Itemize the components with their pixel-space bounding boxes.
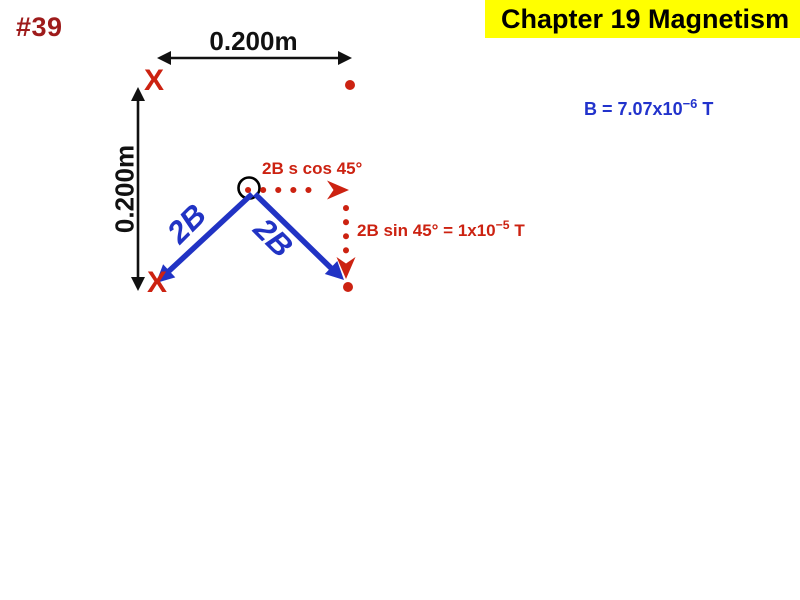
top-dimension-label: 0.200m [209, 26, 298, 56]
field-into-page-x-top-icon: X [143, 64, 164, 97]
title-banner: Chapter 19 Magnetism [485, 0, 800, 38]
left-dimension-label: 0.200m [109, 144, 140, 234]
vertical-component-label: 2B sin 45° = 1x10−5 T [357, 218, 525, 241]
vertical-component-exponent: −5 [495, 218, 510, 233]
field-into-page-x-bottom-icon: X [146, 266, 167, 299]
arrowhead-down-icon [131, 277, 145, 291]
horizontal-dimension-arrow [157, 51, 352, 65]
horizontal-component-arrow [245, 180, 349, 200]
problem-number: #39 [16, 12, 63, 42]
vertical-dimension-arrow [131, 87, 145, 291]
field-result-suffix: T [697, 99, 714, 119]
arrowhead-up-icon [131, 87, 145, 101]
field-out-dot-bottom [343, 282, 353, 292]
field-result-label: B = 7.07x10−6 T [584, 95, 714, 120]
field-result-base: B = 7.07x10 [584, 99, 683, 119]
blue-arrowhead-right-icon [324, 261, 344, 280]
blue-arrowhead-left-icon [156, 264, 176, 283]
right-field-vector-arrow [253, 192, 344, 280]
vertical-component-base: 2B sin 45° = 1x10 [357, 221, 496, 240]
arrowhead-left-icon [157, 51, 171, 65]
field-out-dot-top [345, 80, 355, 90]
field-result-exponent: −6 [682, 95, 698, 111]
arrowhead-right-icon [338, 51, 352, 65]
red-arrowhead-down-icon [336, 257, 356, 279]
slide-title: Chapter 19 Magnetism [501, 3, 790, 34]
vertical-component-arrow [336, 205, 356, 279]
horizontal-component-label: 2B s cos 45° [262, 159, 363, 178]
left-field-vector-arrow [156, 191, 254, 283]
red-arrowhead-right-icon [327, 180, 349, 200]
vertical-component-suffix: T [509, 221, 525, 240]
